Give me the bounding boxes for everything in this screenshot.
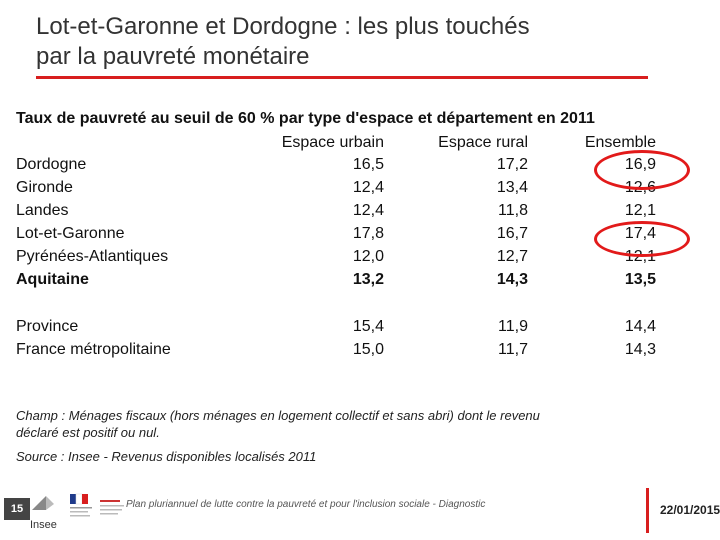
table-row: Landes 12,4 11,8 12,1: [16, 202, 656, 224]
cell-espace-rural: 17,2: [496, 156, 528, 173]
cell-ensemble: 13,5: [624, 271, 656, 288]
champ-note: Champ : Ménages fiscaux (hors ménages en…: [16, 407, 540, 441]
row-label: Province: [16, 318, 79, 335]
slide-title-line-1: Lot-et-Garonne et Dordogne : les plus to…: [36, 13, 530, 40]
table-row: Lot-et-Garonne 17,8 16,7 17,4: [16, 225, 656, 247]
cell-espace-urbain: 12,0: [352, 248, 384, 265]
header-espace-rural: Espace rural: [438, 134, 528, 151]
table-title: Taux de pauvreté au seuil de 60 % par ty…: [16, 110, 595, 127]
marianne-logo-icon: [70, 493, 92, 517]
cell-ensemble: 14,4: [624, 318, 656, 335]
cell-ensemble: 12,1: [624, 202, 656, 219]
champ-note-line-2: déclaré est positif ou nul.: [16, 425, 160, 440]
cell-espace-rural: 14,3: [496, 271, 528, 288]
footer-date: 22/01/2015: [660, 503, 720, 517]
table-row: Pyrénées-Atlantiques 12,0 12,7 12,1: [16, 248, 656, 270]
cell-espace-urbain: 12,4: [352, 179, 384, 196]
table-row: Gironde 12,4 13,4 12,6: [16, 179, 656, 201]
table-header-row: Espace urbain Espace rural Ensemble: [16, 134, 656, 156]
cell-espace-rural: 11,7: [498, 341, 528, 358]
cell-espace-urbain: 12,4: [352, 202, 384, 219]
cell-espace-rural: 12,7: [496, 248, 528, 265]
cell-espace-urbain: 13,2: [352, 271, 384, 288]
row-label: Dordogne: [16, 156, 87, 173]
slide-title-line-2: par la pauvreté monétaire: [36, 43, 310, 70]
highlight-circle-lot-et-garonne: [594, 221, 690, 257]
highlight-circle-dordogne: [594, 150, 690, 190]
cell-espace-rural: 11,9: [498, 318, 528, 335]
insee-emblem-icon: [32, 496, 54, 510]
header-ensemble: Ensemble: [584, 134, 656, 151]
slide-title: Lot-et-Garonne et Dordogne : les plus to…: [36, 12, 530, 72]
cell-espace-urbain: 15,4: [352, 318, 384, 335]
row-label: Landes: [16, 202, 69, 219]
table-row: Dordogne 16,5 17,2 16,9: [16, 156, 656, 178]
row-label: Aquitaine: [16, 271, 89, 288]
header-espace-urbain: Espace urbain: [281, 134, 384, 151]
row-label: France métropolitaine: [16, 341, 171, 358]
cell-espace-rural: 11,8: [498, 202, 528, 219]
row-label: Pyrénées-Atlantiques: [16, 248, 169, 265]
champ-note-line-1: Champ : Ménages fiscaux (hors ménages en…: [16, 408, 540, 423]
table-row: Province 15,4 11,9 14,4: [16, 318, 656, 340]
cell-espace-urbain: 15,0: [352, 341, 384, 358]
insee-logo-text: Insee: [30, 519, 57, 531]
cell-ensemble: 14,3: [624, 341, 656, 358]
cell-espace-rural: 13,4: [496, 179, 528, 196]
row-label: Gironde: [16, 179, 73, 196]
partner-logo-icon: [100, 500, 124, 515]
footer-separator: [646, 488, 649, 533]
cell-espace-urbain: 17,8: [352, 225, 384, 242]
table-row: France métropolitaine 15,0 11,7 14,3: [16, 341, 656, 363]
row-label: Lot-et-Garonne: [16, 225, 125, 242]
cell-espace-rural: 16,7: [496, 225, 528, 242]
footer-caption: Plan pluriannuel de lutte contre la pauv…: [126, 499, 486, 510]
source-note: Source : Insee - Revenus disponibles loc…: [16, 449, 317, 464]
page-number: 15: [4, 498, 30, 520]
table-row: Aquitaine 13,2 14,3 13,5: [16, 271, 656, 293]
insee-logo: Insee: [28, 490, 128, 535]
cell-espace-urbain: 16,5: [352, 156, 384, 173]
title-underline: [36, 76, 648, 79]
